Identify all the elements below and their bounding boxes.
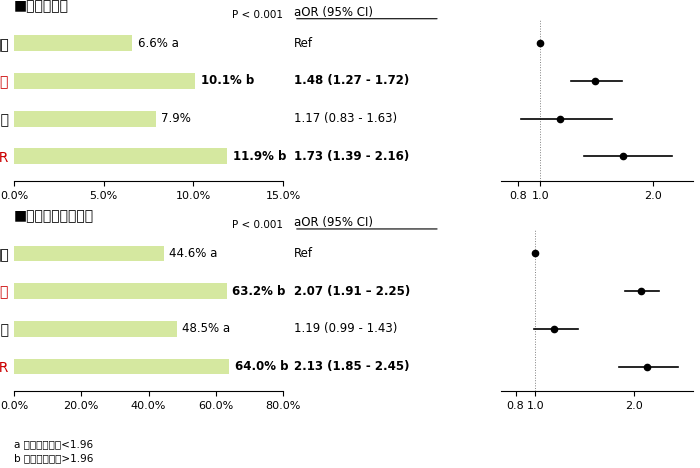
Text: 2.07 (1.91 – 2.25): 2.07 (1.91 – 2.25) xyxy=(294,285,410,298)
Text: 1.17 (0.83 - 1.63): 1.17 (0.83 - 1.63) xyxy=(294,112,397,125)
Text: 1.73 (1.39 - 2.16): 1.73 (1.39 - 2.16) xyxy=(294,150,410,163)
Text: 64.0% b: 64.0% b xyxy=(234,360,288,373)
Text: 63.2% b: 63.2% b xyxy=(232,285,286,298)
Text: ■ヒヤリハット経験: ■ヒヤリハット経験 xyxy=(14,210,94,224)
Bar xyxy=(14,283,227,299)
Text: aOR (95% CI): aOR (95% CI) xyxy=(294,216,373,229)
Bar xyxy=(14,246,164,261)
Text: 2.13 (1.85 - 2.45): 2.13 (1.85 - 2.45) xyxy=(294,360,410,373)
Bar xyxy=(14,73,195,89)
Text: 6.6% a: 6.6% a xyxy=(138,37,178,50)
Text: aOR (95% CI): aOR (95% CI) xyxy=(294,6,373,19)
Text: b 調整済み残差>1.96: b 調整済み残差>1.96 xyxy=(14,453,93,463)
Text: P < 0.001: P < 0.001 xyxy=(232,10,283,20)
Text: 10.1% b: 10.1% b xyxy=(200,74,254,88)
Bar xyxy=(14,111,155,126)
Text: 44.6% a: 44.6% a xyxy=(169,247,218,260)
Text: 48.5% a: 48.5% a xyxy=(183,322,230,336)
Bar xyxy=(14,358,229,374)
Text: Ref: Ref xyxy=(294,247,313,260)
Text: ■自動車事故: ■自動車事故 xyxy=(14,0,69,14)
Text: 1.48 (1.27 - 1.72): 1.48 (1.27 - 1.72) xyxy=(294,74,410,88)
Bar xyxy=(14,321,177,337)
Text: P < 0.001: P < 0.001 xyxy=(232,220,283,230)
Bar xyxy=(14,35,132,51)
Text: Ref: Ref xyxy=(294,37,313,50)
Text: a 調整済み残差<1.96: a 調整済み残差<1.96 xyxy=(14,439,93,449)
Text: 11.9% b: 11.9% b xyxy=(233,150,286,163)
Bar xyxy=(14,148,228,164)
Text: 7.9%: 7.9% xyxy=(161,112,191,125)
Text: 1.19 (0.99 - 1.43): 1.19 (0.99 - 1.43) xyxy=(294,322,398,336)
